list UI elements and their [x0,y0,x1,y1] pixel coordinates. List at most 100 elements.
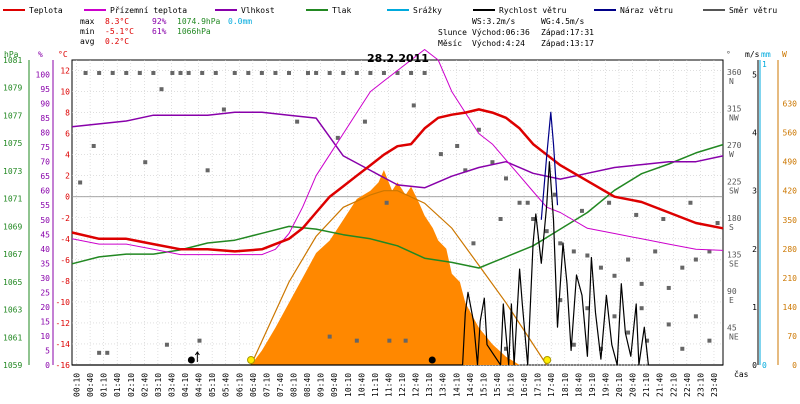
wind-direction-point [490,160,495,165]
axes-layer: 00:10 00:40 01:10 01:40 02:10 02:40 03:10 03:40… [3,56,797,397]
legend-label-tlak: Tlak [332,6,351,15]
ms-tick-label: 2 [752,245,757,254]
stats-avg-label: avg [80,37,95,46]
axis-w-label: W [782,50,787,59]
hpa-tick-label: 1065 [3,278,22,287]
wind-direction-point [384,200,389,205]
pct-tick-label: 50 [40,216,50,225]
wind-direction-point [607,200,612,205]
pct-tick-label: 80 [40,129,50,138]
pct-tick-label: 65 [40,172,50,181]
x-tick-label: 20:40 [629,373,638,397]
wind-direction-point [661,216,666,221]
x-tick-label: 05:40 [222,373,231,397]
wind-direction-point [409,70,414,75]
legend-label-smer: Směr větru [729,6,777,15]
x-tick-label: 11:40 [384,373,393,397]
sun-label: Slunce [438,28,467,37]
stats-min-pressure: 1066hPa [177,27,211,36]
x-tick-label: 14:40 [466,373,475,397]
x-tick-label: 05:10 [208,373,217,397]
wind-direction-point [327,334,332,339]
axis-ms-label: m/s [745,50,760,59]
deg-tick-label: 90 [727,287,737,296]
wind-direction-point [91,143,96,148]
wind-direction-point [83,70,88,75]
ground-temp-line [71,49,724,256]
x-tick-label: 14:10 [452,373,461,397]
wind-direction-point [598,265,603,270]
deg-tick-label: 315 [727,104,742,113]
axis-temp-label: °C [58,50,68,59]
wind-direction-point [395,70,400,75]
wind-direction-point [403,338,408,343]
wind-direction-point [680,346,685,351]
wind-speed-stat: WS:3.2m/s [472,17,516,26]
temp-tick-label: -16 [56,361,71,370]
legend: Teplota Přízemní teplota Vlhkost Tlak Srážky… [3,6,777,15]
wind-direction-point [200,70,205,75]
x-tick-label: 15:10 [479,373,488,397]
wind-direction-point [422,70,427,75]
radiation-layer [250,170,548,366]
wind-direction-point [653,249,658,254]
x-tick-label: 16:40 [520,373,529,397]
wind-direction-point [707,338,712,343]
x-tick-label: 00:40 [86,373,95,397]
wind-direction-point [159,87,164,92]
wind-direction-point [124,70,129,75]
temp-tick-label: 8 [65,109,70,118]
pct-tick-label: 20 [40,303,50,312]
axis-hpa-label: hPa [4,50,19,59]
wind-direction-point [585,253,590,258]
legend-label-prizemni: Přízemní teplota [110,6,187,15]
wind-direction-point [571,249,576,254]
x-tick-label: 19:40 [601,373,610,397]
stats-max-rain: 0.0mm [228,17,252,26]
stats-max-humidity: 92% [152,17,167,26]
pct-tick-label: 15 [40,317,50,326]
x-tick-label: 00:10 [73,373,82,397]
hpa-tick-label: 1059 [3,361,22,370]
moonrise-icon [187,356,195,364]
ms-tick-label: 5 [752,71,757,80]
wind-speed-line [72,161,723,366]
sunset-icon [543,356,552,364]
hpa-tick-label: 1071 [3,195,22,204]
wind-direction-point [205,168,210,173]
x-tick-label: 09:40 [330,373,339,397]
wind-direction-point [645,338,650,343]
x-tick-label: 02:10 [127,373,136,397]
x-tick-label: 21:10 [642,373,651,397]
wind-direction-point [341,70,346,75]
wind-direction-point [471,241,476,246]
temp-tick-label: 0 [65,193,70,202]
x-tick-label: 09:10 [317,373,326,397]
x-tick-label: 13:10 [425,373,434,397]
axis-pct-label: % [38,50,43,59]
mm-tick-label: 1 [762,60,767,69]
wind-direction-point [455,143,460,148]
x-tick-label: 03:40 [167,373,176,397]
deg-direction-label: E [729,296,734,305]
x-tick-label: 01:40 [113,373,122,397]
hpa-tick-label: 1077 [3,111,22,120]
ms-tick-label: 0 [752,361,757,370]
mm-tick-label: 0 [762,361,767,370]
x-tick-label: 02:40 [140,373,149,397]
wind-direction-point [295,119,300,124]
sunrise-time: Východ:06:36 [472,28,530,37]
wind-direction-point [327,70,332,75]
clear-sky-radiation-curve [250,190,548,366]
hpa-tick-label: 1075 [3,139,22,148]
sun-moon-layer [187,351,552,364]
stats-min-humidity: 61% [152,27,167,36]
radiation-area [251,170,520,365]
chart-title: 28.2.2011 [367,52,429,65]
x-tick-label: 22:40 [683,373,692,397]
pct-tick-label: 90 [40,100,50,109]
wind-direction-point [78,180,83,185]
x-tick-label: 11:10 [371,373,380,397]
wind-direction-point [110,70,115,75]
